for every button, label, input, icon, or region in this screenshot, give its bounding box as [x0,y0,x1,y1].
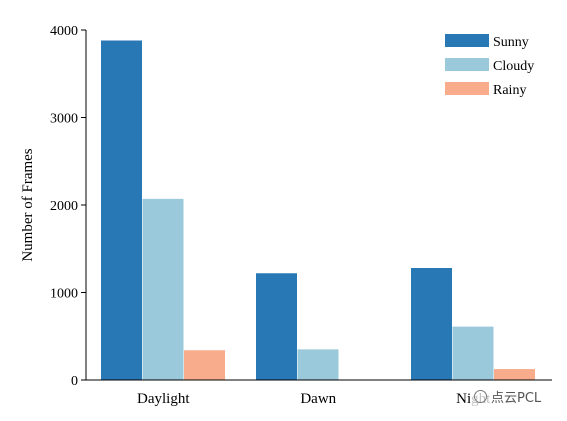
y-tick-label: 0 [71,374,78,389]
watermark: 点云PCL [470,386,546,407]
y-tick-label: 3000 [50,112,78,127]
y-ticks-group: 0 1000 2000 3000 4000 [50,24,86,389]
legend-label-rainy: Rainy [493,83,526,98]
bar-sunny-daylight [101,40,142,380]
legend: Sunny Cloudy Rainy [445,34,534,98]
bar-cloudy-night [452,326,494,380]
legend-swatch-sunny [445,34,489,47]
x-category-label: Dawn [300,391,336,407]
legend-swatch-rainy [445,82,489,95]
bar-rainy-daylight [184,350,225,380]
bar-rainy-night [494,369,535,380]
y-axis-title: Number of Frames [20,148,36,261]
legend-label-sunny: Sunny [493,35,529,50]
x-labels-group: DaylightDawnNight [137,391,491,407]
legend-swatch-cloudy [445,58,489,71]
bar-cloudy-dawn [297,349,339,380]
bar-sunny-dawn [256,273,297,380]
y-tick-label: 1000 [50,287,78,302]
y-tick-label: 4000 [50,24,78,39]
bar-sunny-night [411,268,452,380]
x-category-label: Daylight [137,391,190,407]
bars-group [101,40,535,380]
wechat-icon [474,390,487,403]
watermark-text: 点云PCL [491,391,542,406]
bar-cloudy-daylight [142,198,184,380]
legend-label-cloudy: Cloudy [493,59,534,74]
y-tick-label: 2000 [50,199,78,214]
